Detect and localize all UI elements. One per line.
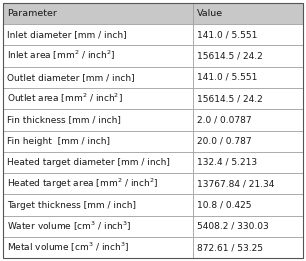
- Text: 5408.2 / 330.03: 5408.2 / 330.03: [197, 222, 269, 231]
- Text: Fin height  [mm / inch]: Fin height [mm / inch]: [7, 137, 110, 146]
- Bar: [3, 216, 193, 237]
- Text: Heated target area [mm$^2$ / inch$^2$]: Heated target area [mm$^2$ / inch$^2$]: [7, 177, 158, 191]
- Text: Value: Value: [197, 9, 223, 18]
- Bar: [193, 24, 303, 45]
- Text: Parameter: Parameter: [7, 9, 57, 18]
- Bar: [3, 109, 193, 130]
- Text: 141.0 / 5.551: 141.0 / 5.551: [197, 30, 258, 39]
- Bar: [3, 130, 193, 152]
- Text: Heated target diameter [mm / inch]: Heated target diameter [mm / inch]: [7, 158, 170, 167]
- Bar: [3, 152, 193, 173]
- Text: Target thickness [mm / inch]: Target thickness [mm / inch]: [7, 201, 136, 210]
- Text: 20.0 / 0.787: 20.0 / 0.787: [197, 137, 252, 146]
- Text: Inlet area [mm$^2$ / inch$^2$]: Inlet area [mm$^2$ / inch$^2$]: [7, 49, 115, 62]
- Bar: [3, 45, 193, 67]
- Bar: [3, 173, 193, 194]
- Text: 15614.5 / 24.2: 15614.5 / 24.2: [197, 51, 263, 60]
- Text: 872.61 / 53.25: 872.61 / 53.25: [197, 243, 263, 252]
- Bar: [193, 67, 303, 88]
- Bar: [3, 3, 193, 24]
- Text: 141.0 / 5.551: 141.0 / 5.551: [197, 73, 258, 82]
- Text: 13767.84 / 21.34: 13767.84 / 21.34: [197, 179, 274, 188]
- Bar: [193, 3, 303, 24]
- Bar: [193, 173, 303, 194]
- Text: 132.4 / 5.213: 132.4 / 5.213: [197, 158, 257, 167]
- Bar: [193, 152, 303, 173]
- Text: 10.8 / 0.425: 10.8 / 0.425: [197, 201, 252, 210]
- Text: Outlet area [mm$^2$ / inch$^2$]: Outlet area [mm$^2$ / inch$^2$]: [7, 92, 123, 105]
- Bar: [3, 237, 193, 258]
- Text: 2.0 / 0.0787: 2.0 / 0.0787: [197, 115, 252, 124]
- Bar: [3, 67, 193, 88]
- Bar: [193, 45, 303, 67]
- Bar: [193, 130, 303, 152]
- Bar: [3, 194, 193, 216]
- Bar: [193, 88, 303, 109]
- Text: Water volume [cm$^3$ / inch$^3$]: Water volume [cm$^3$ / inch$^3$]: [7, 220, 131, 233]
- Text: Outlet diameter [mm / inch]: Outlet diameter [mm / inch]: [7, 73, 134, 82]
- Text: Inlet diameter [mm / inch]: Inlet diameter [mm / inch]: [7, 30, 126, 39]
- Bar: [193, 237, 303, 258]
- Bar: [3, 24, 193, 45]
- Text: 15614.5 / 24.2: 15614.5 / 24.2: [197, 94, 263, 103]
- Text: Fin thickness [mm / inch]: Fin thickness [mm / inch]: [7, 115, 121, 124]
- Bar: [193, 194, 303, 216]
- Bar: [3, 88, 193, 109]
- Bar: [193, 109, 303, 130]
- Text: Metal volume [cm$^3$ / inch$^3$]: Metal volume [cm$^3$ / inch$^3$]: [7, 241, 129, 254]
- Bar: [193, 216, 303, 237]
